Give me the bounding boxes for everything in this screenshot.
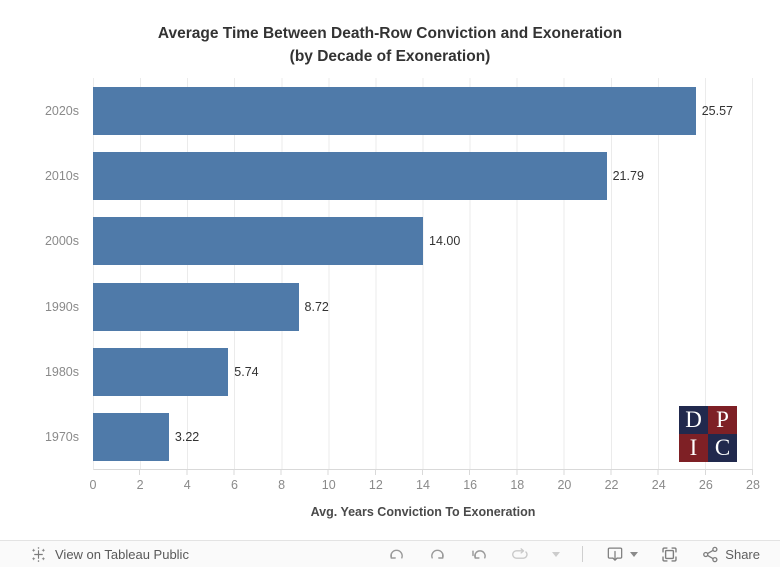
y-axis-label: 2020s xyxy=(44,103,79,118)
x-tick: 0 xyxy=(89,478,97,492)
download-button[interactable] xyxy=(605,544,639,564)
view-on-tableau-public-link[interactable]: View on Tableau Public xyxy=(0,546,189,563)
x-axis-ticks: 0 2 4 6 8 10 12 14 16 18 20 22 24 26 28 xyxy=(89,478,760,493)
undo-icon[interactable] xyxy=(387,545,406,564)
axis-tick-marks xyxy=(93,470,753,475)
reset-icon[interactable] xyxy=(469,545,488,564)
x-tick: 10 xyxy=(321,478,336,492)
toolbar-divider xyxy=(582,546,584,562)
bar-row-2000s: 2000s 14.00 xyxy=(0,209,753,274)
y-axis-label: 1990s xyxy=(44,299,79,314)
x-tick: 4 xyxy=(183,478,191,492)
dpic-logo-letter-c: C xyxy=(708,434,737,462)
bar-row-1980s: 1980s 5.74 xyxy=(0,339,753,404)
x-tick: 8 xyxy=(278,478,286,492)
bar-value-label: 8.72 xyxy=(304,299,329,314)
bar-value-label: 3.22 xyxy=(174,430,200,445)
chart-title-line2: (by Decade of Exoneration) xyxy=(289,48,491,65)
bar-value-label: 25.57 xyxy=(701,103,733,118)
bar-2010s[interactable] xyxy=(93,151,607,200)
bar-1990s[interactable] xyxy=(93,282,299,331)
y-axis-label: 1980s xyxy=(44,364,79,379)
bar-value-label: 5.74 xyxy=(234,364,259,379)
bar-value-label: 14.00 xyxy=(429,234,461,249)
dpic-logo: D P I C xyxy=(679,406,737,462)
x-tick: 24 xyxy=(651,478,666,492)
tableau-footer-toolbar: View on Tableau Public xyxy=(0,540,780,567)
y-axis-label: 2000s xyxy=(44,234,79,249)
bar-track: 3.22 xyxy=(93,413,753,462)
x-axis-title: Avg. Years Conviction To Exoneration xyxy=(310,505,536,519)
chart-title: Average Time Between Death-Row Convictio… xyxy=(0,22,780,68)
tableau-logo-icon xyxy=(30,546,47,563)
bar-track: 25.57 xyxy=(93,86,753,135)
bar-row-2020s: 2020s 25.57 xyxy=(0,78,753,143)
x-tick: 28 xyxy=(746,478,760,492)
redo-icon[interactable] xyxy=(428,545,447,564)
refresh-menu-caret-icon[interactable] xyxy=(552,551,561,557)
bar-track: 14.00 xyxy=(93,217,753,266)
bar-track: 21.79 xyxy=(93,151,753,200)
y-axis-label: 1970s xyxy=(44,430,79,445)
x-tick: 6 xyxy=(230,478,238,492)
x-tick: 26 xyxy=(698,478,713,492)
plot-gridlines xyxy=(93,78,753,470)
bar-chart: 2020s 25.57 2010s 21.79 2000s 14.00 1990… xyxy=(0,78,753,470)
x-tick: 18 xyxy=(510,478,525,492)
x-tick: 16 xyxy=(463,478,478,492)
chart-title-line1: Average Time Between Death-Row Convictio… xyxy=(157,25,623,42)
bar-2020s[interactable] xyxy=(93,86,696,135)
bar-row-1970s: 1970s 3.22 xyxy=(0,405,753,470)
x-tick: 22 xyxy=(604,478,619,492)
download-menu-caret-icon[interactable] xyxy=(630,551,639,557)
x-tick: 12 xyxy=(368,478,383,492)
bar-1980s[interactable] xyxy=(93,347,229,396)
x-tick: 2 xyxy=(136,478,144,492)
y-axis-label: 2010s xyxy=(44,168,79,183)
share-button[interactable]: Share xyxy=(701,545,760,564)
bar-1970s[interactable] xyxy=(93,413,169,462)
dpic-logo-letter-p: P xyxy=(708,406,737,434)
fullscreen-icon[interactable] xyxy=(660,545,679,564)
bar-track: 8.72 xyxy=(93,282,753,331)
share-button-label: Share xyxy=(725,546,760,562)
toolbar-buttons: Share xyxy=(387,544,780,564)
bar-track: 5.74 xyxy=(93,347,753,396)
bar-value-label: 21.79 xyxy=(612,168,644,183)
view-on-tableau-public-label: View on Tableau Public xyxy=(55,546,189,562)
refresh-icon[interactable] xyxy=(510,545,530,564)
x-tick: 14 xyxy=(416,478,430,492)
bar-2000s[interactable] xyxy=(93,217,423,266)
dpic-logo-letter-d: D xyxy=(679,406,708,434)
bar-row-2010s: 2010s 21.79 xyxy=(0,143,753,208)
x-tick: 20 xyxy=(557,478,572,492)
bar-row-1990s: 1990s 8.72 xyxy=(0,274,753,339)
dpic-logo-letter-i: I xyxy=(679,434,708,462)
